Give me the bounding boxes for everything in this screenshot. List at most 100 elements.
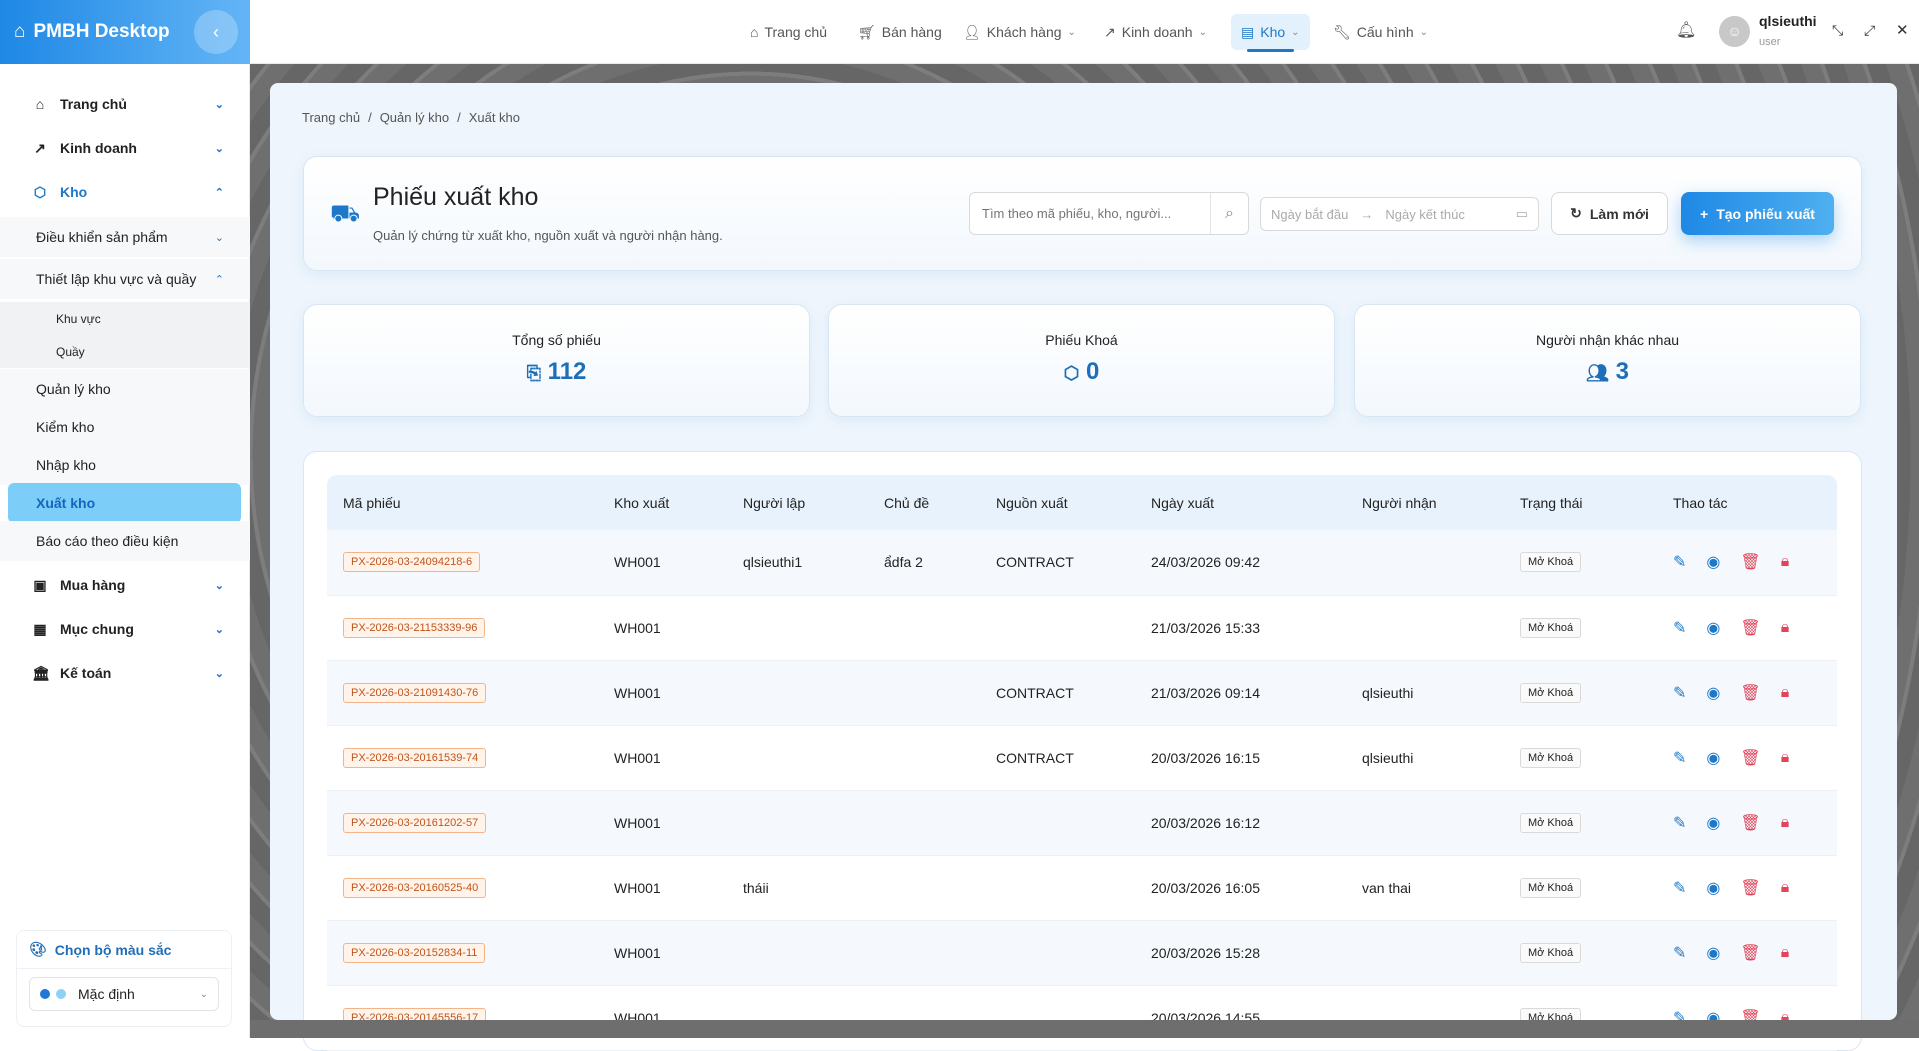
avatar[interactable]: ☺	[1719, 16, 1750, 47]
table-cell: 20/03/2026 15:28	[1151, 920, 1362, 986]
topnav-1[interactable]: 🛒︎ Bán hàng	[848, 14, 952, 50]
topnav-3[interactable]: ↗ Kinh doanh ⌄	[1094, 14, 1217, 50]
column-header[interactable]: Kho xuất	[614, 475, 743, 530]
eye-icon[interactable]: ◉	[1706, 554, 1721, 572]
trash-icon[interactable]: 🗑︎	[1740, 619, 1761, 637]
table-row[interactable]: PX-2026-03-20161202-57 WH001 20/03/2026 16…	[327, 790, 1837, 856]
voucher-code[interactable]: PX-2026-03-21153339-96	[343, 617, 486, 638]
column-header[interactable]: Thao tác	[1673, 475, 1837, 530]
voucher-code[interactable]: PX-2026-03-21091430-76	[343, 682, 487, 703]
topnav-label: Trang chủ	[764, 24, 827, 40]
sidebar-item-7[interactable]: Quản lý kho	[0, 369, 250, 409]
refresh-button[interactable]: ↻ Làm mới	[1551, 192, 1668, 235]
trash-icon[interactable]: 🗑︎	[1740, 554, 1761, 572]
wrench-icon: 🔧︎	[1333, 23, 1351, 40]
lock-icon[interactable]: 🔒︎	[1780, 1008, 1790, 1026]
topnav-5[interactable]: 🔧︎ Cấu hình ⌄	[1323, 14, 1438, 50]
create-button[interactable]: + Tạo phiếu xuất	[1681, 192, 1834, 235]
eye-icon[interactable]: ◉	[1706, 749, 1721, 767]
sidebar-item-13[interactable]: ▦ Mục chung ⌄	[0, 609, 250, 649]
sidebar-item-9[interactable]: Nhập kho	[0, 445, 250, 485]
lock-icon[interactable]: 🔒︎	[1780, 618, 1790, 636]
column-header[interactable]: Trạng thái	[1520, 475, 1673, 530]
box-icon: ⬡	[1063, 363, 1080, 383]
voucher-code[interactable]: PX-2026-03-20161202-57	[343, 812, 487, 833]
sidebar-item-11[interactable]: Báo cáo theo điều kiện	[0, 521, 250, 561]
column-header[interactable]: Người nhận	[1362, 475, 1520, 530]
sidebar-item-12[interactable]: ▣ Mua hàng ⌄	[0, 565, 250, 605]
eye-icon[interactable]: ◉	[1706, 684, 1721, 702]
search-icon[interactable]: ⌕	[1210, 193, 1248, 234]
edit-icon[interactable]: ✎	[1673, 749, 1687, 767]
topnav-4[interactable]: ▤ Kho ⌄	[1231, 14, 1310, 52]
lock-icon[interactable]: 🔒︎	[1780, 943, 1790, 961]
voucher-code[interactable]: PX-2026-03-20152834-11	[343, 942, 486, 963]
trash-icon[interactable]: 🗑︎	[1740, 684, 1761, 702]
column-header[interactable]: Chủ đề	[884, 475, 996, 530]
table-row[interactable]: PX-2026-03-21091430-76 WH001 CONTRACT 21/03…	[327, 660, 1837, 726]
edit-icon[interactable]: ✎	[1673, 814, 1687, 832]
palette-select[interactable]: Mặc định ⌄	[29, 977, 219, 1011]
chevron-down-icon: ⌄	[214, 231, 224, 244]
trash-icon[interactable]: 🗑︎	[1740, 814, 1761, 832]
topnav-0[interactable]: ⌂ Trang chủ	[740, 14, 837, 50]
table-row[interactable]: PX-2026-03-20161539-74 WH001 CONTRACT 20/03…	[327, 725, 1837, 791]
table-cell	[743, 595, 884, 661]
bell-icon[interactable]: 🔔︎	[1676, 22, 1697, 39]
trash-icon[interactable]: 🗑︎	[1740, 749, 1761, 767]
lock-icon[interactable]: 🔒︎	[1780, 878, 1790, 896]
status-badge: Mở Khoá	[1520, 682, 1582, 703]
table-row[interactable]: PX-2026-03-24094218-6 WH001 qlsieuthi1 ẩdfa…	[327, 530, 1837, 596]
date-range-picker[interactable]: Ngày bắt đầu → Ngày kết thúc ▭	[1260, 197, 1539, 231]
sidebar-item-10[interactable]: Xuất kho	[8, 483, 241, 523]
eye-icon[interactable]: ◉	[1706, 619, 1721, 637]
table-row[interactable]: PX-2026-03-21153339-96 WH001 21/03/2026 15…	[327, 595, 1837, 661]
table-row[interactable]: PX-2026-03-20145556-17 WH001 20/03/2026 14…	[327, 985, 1837, 1051]
minimize-icon[interactable]: ⤡	[1832, 22, 1844, 38]
edit-icon[interactable]: ✎	[1673, 619, 1687, 637]
breadcrumb-item[interactable]: Trang chủ	[302, 110, 361, 125]
eye-icon[interactable]: ◉	[1706, 879, 1721, 897]
sidebar-item-5[interactable]: Khu vực	[0, 302, 250, 335]
lock-icon[interactable]: 🔒︎	[1780, 683, 1790, 701]
sidebar-item-3[interactable]: Điều khiển sản phẩm ⌄	[0, 217, 250, 257]
lock-icon[interactable]: 🔒︎	[1780, 553, 1790, 571]
eye-icon[interactable]: ◉	[1706, 814, 1721, 832]
sidebar-item-1[interactable]: ↗ Kinh doanh ⌄	[0, 128, 250, 168]
trash-icon[interactable]: 🗑︎	[1740, 879, 1761, 897]
edit-icon[interactable]: ✎	[1673, 554, 1687, 572]
edit-icon[interactable]: ✎	[1673, 879, 1687, 897]
date-start[interactable]: Ngày bắt đầu	[1271, 206, 1349, 222]
column-header[interactable]: Ngày xuất	[1151, 475, 1362, 530]
edit-icon[interactable]: ✎	[1673, 684, 1687, 702]
sidebar-item-6[interactable]: Quầy	[0, 335, 250, 368]
date-end[interactable]: Ngày kết thúc	[1385, 206, 1465, 222]
column-header[interactable]: Người lập	[743, 475, 884, 530]
sidebar-item-label: Mục chung	[60, 621, 134, 637]
sidebar-item-2[interactable]: ⬡ Kho ⌃	[0, 172, 250, 212]
chevron-down-icon: ⌄	[214, 667, 224, 680]
table-row[interactable]: PX-2026-03-20160525-40 WH001 tháii 20/03/20…	[327, 855, 1837, 921]
edit-icon[interactable]: ✎	[1673, 944, 1687, 962]
sidebar-item-14[interactable]: 🏛︎ Kế toán ⌄	[0, 653, 250, 693]
collapse-sidebar-button[interactable]: ‹	[194, 10, 238, 54]
lock-icon[interactable]: 🔒︎	[1780, 748, 1790, 766]
topnav-2[interactable]: 👤︎ Khách hàng ⌄	[953, 14, 1086, 50]
breadcrumb-item[interactable]: Quản lý kho	[379, 110, 450, 125]
column-header[interactable]: Mã phiếu	[327, 475, 614, 530]
sidebar-item-4[interactable]: Thiết lập khu vực và quầy ⌃	[0, 259, 250, 299]
column-header[interactable]: Nguồn xuất	[996, 475, 1151, 530]
voucher-code[interactable]: PX-2026-03-20160525-40	[343, 877, 487, 898]
table-cell: WH001	[614, 985, 743, 1051]
lock-icon[interactable]: 🔒︎	[1780, 813, 1790, 831]
close-icon[interactable]: ✕	[1896, 22, 1909, 39]
maximize-icon[interactable]: ⤢	[1864, 22, 1876, 38]
voucher-code[interactable]: PX-2026-03-20161539-74	[343, 747, 487, 768]
trash-icon[interactable]: 🗑︎	[1740, 944, 1761, 962]
voucher-code[interactable]: PX-2026-03-24094218-6	[343, 552, 481, 573]
table-row[interactable]: PX-2026-03-20152834-11 WH001 20/03/2026 15…	[327, 920, 1837, 986]
sidebar-item-8[interactable]: Kiểm kho	[0, 407, 250, 447]
search-input[interactable]	[970, 206, 1210, 221]
sidebar-item-0[interactable]: ⌂ Trang chủ ⌄	[0, 84, 250, 124]
eye-icon[interactable]: ◉	[1706, 944, 1721, 962]
